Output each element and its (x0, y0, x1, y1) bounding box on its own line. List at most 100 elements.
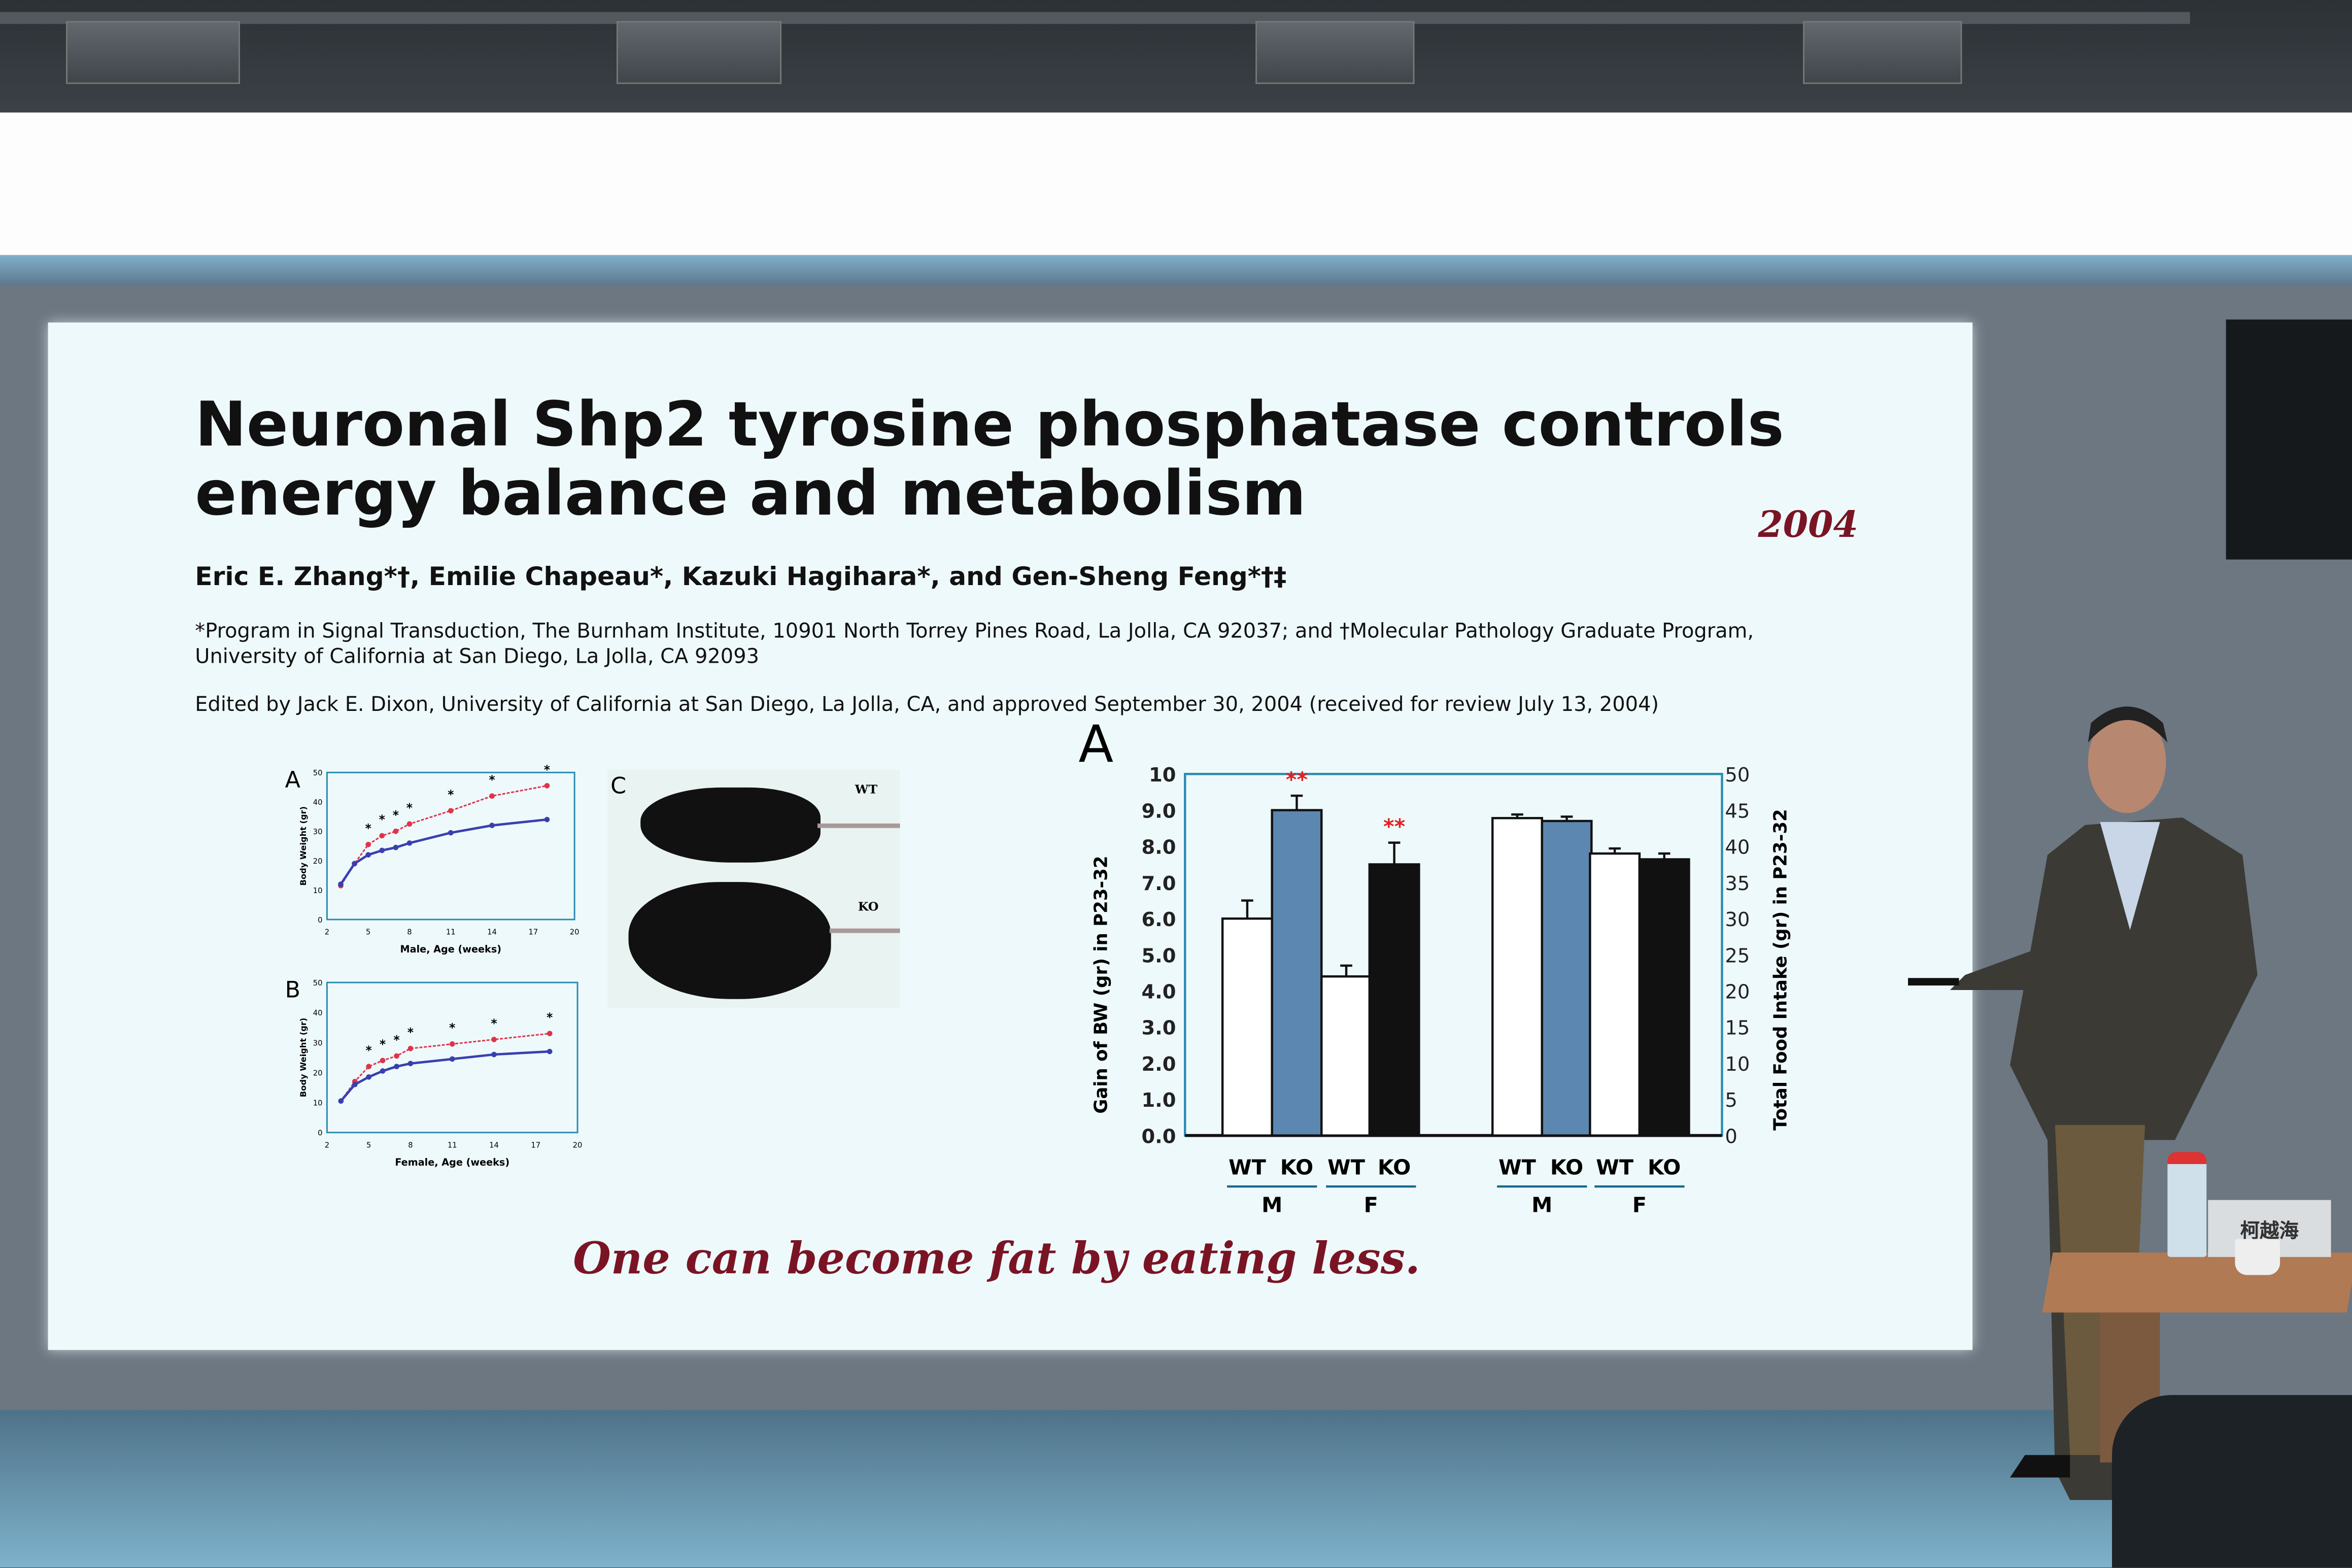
group-label: M (1262, 1192, 1282, 1217)
y-tick-label: 40 (313, 1009, 323, 1017)
group-label: F (1364, 1192, 1378, 1217)
data-point (489, 823, 495, 828)
y-tick-label: 10 (1149, 764, 1176, 787)
y-tick-label: 40 (313, 798, 323, 807)
y2-tick-label: 30 (1725, 908, 1750, 931)
bar-wt (1320, 975, 1373, 1137)
water-bottle (2167, 1152, 2207, 1257)
data-point (407, 1061, 414, 1067)
category-label: KO (1648, 1155, 1681, 1180)
data-point (544, 816, 550, 823)
affiliation-line-2: University of California at San Diego, L… (195, 645, 760, 669)
category-label: KO (1280, 1155, 1313, 1180)
audience-member (2112, 1395, 2352, 1568)
significance-mark: * (544, 763, 550, 777)
y2-tick-label: 15 (1725, 1017, 1750, 1040)
significance-mark: * (547, 1010, 553, 1025)
bar-ko (1541, 820, 1593, 1137)
y-tick-label: 10 (313, 1099, 323, 1108)
y2-tick-label: 0 (1725, 1125, 1737, 1148)
bar-wt (1589, 852, 1641, 1137)
y2-tick-label: 45 (1725, 800, 1750, 823)
edited-by: Edited by Jack E. Dixon, University of C… (195, 693, 1659, 717)
head (2088, 711, 2166, 813)
tail (829, 928, 900, 933)
data-point (489, 793, 495, 799)
x-tick-label: 17 (531, 1141, 540, 1149)
x-tick-label: 14 (487, 928, 497, 937)
x-tick-label: 20 (573, 1141, 583, 1149)
mouse-photo: C WT KO (607, 769, 900, 1008)
y-tick-label: 10 (313, 887, 323, 895)
x-tick-label: 11 (448, 1141, 457, 1149)
data-point (407, 1045, 414, 1051)
category-label: WT (1596, 1155, 1633, 1180)
laser-pointer (1908, 978, 1959, 986)
data-point (365, 852, 371, 858)
significance-mark: ** (1383, 814, 1405, 839)
ko-mouse (628, 882, 831, 999)
wt-label: WT (855, 781, 878, 797)
data-point (393, 844, 399, 850)
cup (2235, 1239, 2280, 1275)
data-point (366, 1074, 372, 1080)
name-plate: 柯越海 (2208, 1200, 2331, 1257)
affiliation-line-1: *Program in Signal Transduction, The Bur… (195, 619, 1754, 644)
category-label: WT (1229, 1155, 1266, 1180)
data-point (380, 1058, 386, 1064)
data-point (338, 1098, 344, 1104)
y2-tick-label: 20 (1725, 981, 1750, 1004)
x-tick-label: 17 (528, 928, 538, 937)
x-tick-label: 11 (446, 928, 456, 937)
y2-tick-label: 25 (1725, 944, 1750, 967)
significance-mark: * (489, 773, 495, 787)
category-label: KO (1378, 1155, 1411, 1180)
plot-frame (326, 771, 575, 921)
series-line-1 (339, 818, 548, 885)
ko-label: KO (858, 898, 879, 914)
panel-label: A (1078, 715, 1113, 774)
data-point (394, 1053, 399, 1059)
data-point (448, 830, 454, 836)
category-label: WT (1498, 1155, 1536, 1180)
data-point (338, 881, 344, 887)
data-point (449, 1041, 455, 1047)
y-tick-label: 2.0 (1141, 1053, 1176, 1076)
y2-tick-label: 35 (1725, 872, 1750, 895)
tail (817, 823, 900, 828)
hair (2088, 706, 2168, 743)
group-label: M (1531, 1192, 1552, 1217)
x-tick-label: 8 (407, 928, 412, 937)
data-point (448, 808, 454, 813)
significance-mark: * (365, 822, 371, 836)
y-tick-label: 9.0 (1141, 800, 1176, 823)
x-tick-label: 20 (570, 928, 580, 937)
y-tick-label: 0 (318, 1129, 322, 1138)
data-point (393, 828, 399, 834)
x-axis-label: Female, Age (weeks) (395, 1156, 509, 1168)
group-label: F (1632, 1192, 1647, 1217)
authors: Eric E. Zhang*†, Emilie Chapeau*, Kazuki… (195, 562, 1287, 593)
data-point (544, 783, 550, 789)
y-tick-label: 50 (313, 979, 323, 987)
floor (0, 1410, 2352, 1568)
panel-label: B (285, 977, 300, 1003)
bar-ko (1368, 863, 1420, 1137)
bar-ko (1271, 809, 1323, 1137)
x-tick-label: 5 (366, 928, 370, 937)
light-strip (0, 112, 2352, 263)
data-point (406, 840, 413, 846)
data-point (379, 847, 385, 854)
photo-panel-label: C (610, 772, 627, 800)
y-axis-label: Gain of BW (gr) in P23-32 (1091, 856, 1112, 1113)
data-point (406, 821, 413, 827)
significance-mark: * (491, 1016, 497, 1031)
data-point (547, 1048, 553, 1054)
data-point (380, 1068, 386, 1074)
y-tick-label: 7.0 (1141, 872, 1176, 895)
bar-ko (1638, 858, 1690, 1137)
significance-mark: * (380, 1037, 386, 1051)
y2-axis-label: Total Food Intake (gr) in P23-32 (1770, 809, 1791, 1131)
significance-mark: * (393, 808, 399, 823)
